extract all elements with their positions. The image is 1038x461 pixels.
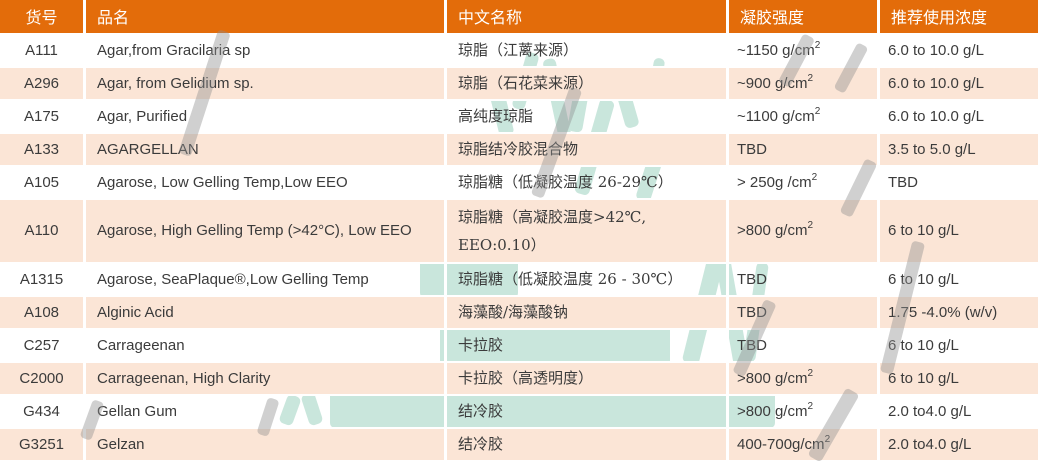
cell-recommended-concentration: 6.0 to 10.0 g/L [880, 66, 1038, 99]
superscript: 2 [814, 39, 821, 51]
cell-recommended-concentration: 6 to 10 g/L [880, 328, 1038, 361]
cell-product-name: Agar, Purified [86, 99, 447, 132]
header-name: 品名 [86, 0, 447, 33]
superscript: 2 [824, 433, 831, 445]
superscript: 2 [807, 219, 814, 231]
cell-gel-strength: TBD [729, 132, 880, 165]
cell-product-name: Carrageenan [86, 328, 447, 361]
table-row: G3251 Gelzan 结冷胶 400-700g/cm2 2.0 to4.0 g/L [0, 427, 1038, 460]
cell-product-name: Gellan Gum [86, 394, 447, 427]
cell-recommended-concentration: 6.0 to 10.0 g/L [880, 99, 1038, 132]
cell-chinese-name: 琼脂糖（低凝胶温度 26-29℃） [447, 165, 729, 198]
cell-product-code: C2000 [0, 361, 86, 394]
cell-product-name: Agarose, Low Gelling Temp,Low EEO [86, 165, 447, 198]
cell-chinese-name: 琼脂（石花菜来源） [447, 66, 729, 99]
cell-product-code: G434 [0, 394, 86, 427]
cell-gel-strength: TBD [729, 295, 880, 328]
cell-product-code: A1315 [0, 262, 86, 295]
cell-product-code: A133 [0, 132, 86, 165]
cell-product-code: C257 [0, 328, 86, 361]
cell-chinese-name: 结冷胶 [447, 427, 729, 460]
cell-product-name: Agarose, SeaPlaque®,Low Gelling Temp [86, 262, 447, 295]
cell-chinese-name: 琼脂糖（低凝胶温度 26 - 30℃） [447, 262, 729, 295]
cell-gel-strength: > 250g /cm2 [729, 165, 880, 198]
cell-product-code: A175 [0, 99, 86, 132]
cell-recommended-concentration: 2.0 to4.0 g/L [880, 394, 1038, 427]
table-row: C257 Carrageenan 卡拉胶 TBD 6 to 10 g/L [0, 328, 1038, 361]
cell-chinese-name: 结冷胶 [447, 394, 729, 427]
table-row: G434 Gellan Gum 结冷胶 >800 g/cm2 2.0 to4.0 g/L [0, 394, 1038, 427]
superscript: 2 [814, 105, 821, 117]
table-row: A111 Agar,from Gracilaria sp 琼脂（江蓠来源） ~1150… [0, 33, 1038, 66]
cell-gel-strength: >800 g/cm2 [729, 361, 880, 394]
cell-gel-strength: TBD [729, 262, 880, 295]
cell-recommended-concentration: TBD [880, 165, 1038, 198]
cell-recommended-concentration: 2.0 to4.0 g/L [880, 427, 1038, 460]
cell-product-code: G3251 [0, 427, 86, 460]
cell-chinese-name: 琼脂糖（高凝胶温度>42℃, EEO:0.10） [447, 198, 729, 262]
cell-product-code: A105 [0, 165, 86, 198]
cell-chinese-name: 海藻酸/海藻酸钠 [447, 295, 729, 328]
superscript: 2 [807, 367, 814, 379]
table-row: A108 Alginic Acid 海藻酸/海藻酸钠 TBD 1.75 -4.0% (w… [0, 295, 1038, 328]
cell-product-name: AGARGELLAN [86, 132, 447, 165]
superscript: 2 [807, 72, 814, 84]
cell-chinese-name: 琼脂结冷胶混合物 [447, 132, 729, 165]
table-row: A105 Agarose, Low Gelling Temp,Low EEO 琼脂糖… [0, 165, 1038, 198]
cell-product-name: Alginic Acid [86, 295, 447, 328]
cell-chinese-name: 卡拉胶 [447, 328, 729, 361]
cell-product-code: A110 [0, 198, 86, 262]
cell-chinese-name: 琼脂（江蓠来源） [447, 33, 729, 66]
cell-gel-strength: >800 g/cm2 [729, 394, 880, 427]
header-conc: 推荐使用浓度 [880, 0, 1038, 33]
cell-product-name: Agar, from Gelidium sp. [86, 66, 447, 99]
header-cn: 中文名称 [447, 0, 729, 33]
cell-product-code: A111 [0, 33, 86, 66]
table-row: A1315 Agarose, SeaPlaque®,Low Gelling Tem… [0, 262, 1038, 295]
cell-gel-strength: ~1100 g/cm2 [729, 99, 880, 132]
cell-gel-strength: ~1150 g/cm2 [729, 33, 880, 66]
cell-product-name: Agarose, High Gelling Temp (>42°C), Low … [86, 198, 447, 262]
cell-product-name: Gelzan [86, 427, 447, 460]
watermark-blob [330, 390, 775, 428]
table-row: A296 Agar, from Gelidium sp. 琼脂（石花菜来源） ~900… [0, 66, 1038, 99]
superscript: 2 [807, 400, 814, 412]
cell-gel-strength: TBD [729, 328, 880, 361]
cell-product-name: Carrageenan, High Clarity [86, 361, 447, 394]
cell-recommended-concentration: 6 to 10 g/L [880, 361, 1038, 394]
cell-recommended-concentration: 6.0 to 10.0 g/L [880, 33, 1038, 66]
cell-product-name: Agar,from Gracilaria sp [86, 33, 447, 66]
cell-chinese-name: 卡拉胶（高透明度） [447, 361, 729, 394]
cell-chinese-name: 高纯度琼脂 [447, 99, 729, 132]
cell-product-code: A296 [0, 66, 86, 99]
table-row: A133 AGARGELLAN 琼脂结冷胶混合物 TBD 3.5 to 5.0 g/L [0, 132, 1038, 165]
header-code: 货号 [0, 0, 86, 33]
cell-recommended-concentration: 1.75 -4.0% (w/v) [880, 295, 1038, 328]
superscript: 2 [811, 171, 818, 183]
table-row: A175 Agar, Purified 高纯度琼脂 ~1100 g/cm2 6.0 to… [0, 99, 1038, 132]
cell-recommended-concentration: 6 to 10 g/L [880, 198, 1038, 262]
header-row: 货号 品名 中文名称 凝胶强度 推荐使用浓度 [0, 0, 1038, 33]
cell-gel-strength: 400-700g/cm2 [729, 427, 880, 460]
cell-recommended-concentration: 6 to 10 g/L [880, 262, 1038, 295]
cell-product-code: A108 [0, 295, 86, 328]
header-strength: 凝胶强度 [729, 0, 880, 33]
cell-gel-strength: ~900 g/cm2 [729, 66, 880, 99]
table-row: C2000 Carrageenan, High Clarity 卡拉胶（高透明度） >… [0, 361, 1038, 394]
table-row: A110 Agarose, High Gelling Temp (>42°C), … [0, 198, 1038, 262]
cell-gel-strength: >800 g/cm2 [729, 198, 880, 262]
cell-recommended-concentration: 3.5 to 5.0 g/L [880, 132, 1038, 165]
